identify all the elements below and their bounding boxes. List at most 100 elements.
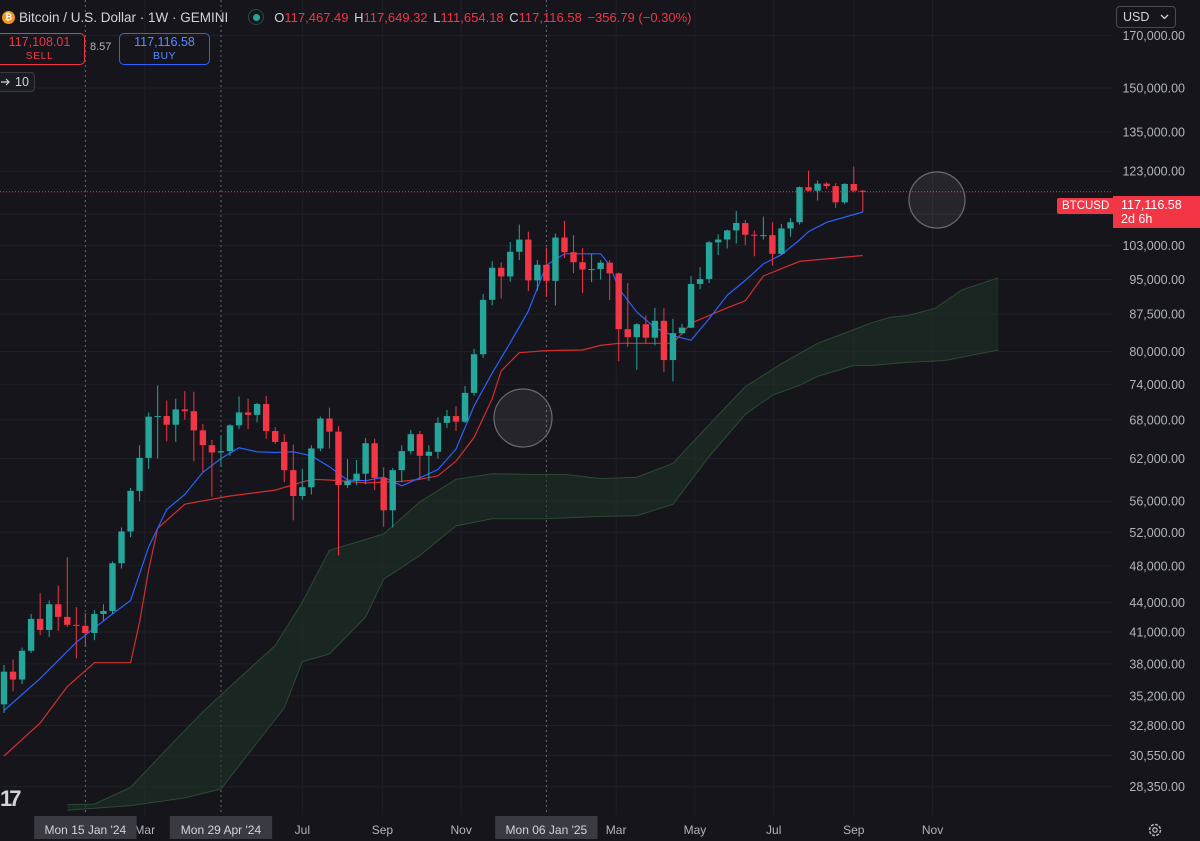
y-tick-label: 30,550.00 [1129, 749, 1185, 763]
quantity-value: 10 [15, 75, 29, 89]
candle [696, 267, 704, 290]
tradingview-logo[interactable]: 17 [0, 786, 22, 811]
candle-body [425, 451, 433, 456]
candle [326, 407, 333, 449]
currency-select[interactable]: USD [1116, 6, 1176, 28]
candle [787, 218, 794, 237]
candle-body [742, 223, 749, 235]
candle [100, 604, 107, 621]
candle-body [55, 604, 62, 617]
candle [36, 592, 44, 636]
candle-body [100, 611, 107, 614]
candle-body [660, 320, 668, 361]
candle [127, 487, 134, 538]
candle-body [705, 242, 713, 280]
candle-body [154, 416, 161, 418]
candle-body [561, 237, 568, 253]
x-tick-label: Sep [843, 823, 865, 837]
candle-body [208, 445, 216, 453]
indicator-lines [3, 211, 863, 757]
gear-icon[interactable] [1146, 821, 1164, 839]
candle-body [823, 183, 830, 187]
candle [624, 283, 631, 347]
candle-body [787, 222, 794, 229]
candle [281, 434, 288, 483]
sell-button[interactable]: 117,108.01 SELL [0, 33, 85, 65]
candle-body [46, 604, 53, 630]
arrow-right-icon [1, 78, 10, 86]
candle-body [145, 416, 152, 458]
candle [841, 183, 848, 205]
candle [154, 385, 161, 459]
candle-body [724, 230, 731, 240]
candle [850, 166, 857, 193]
candle-body [0, 671, 8, 705]
candle-body [244, 412, 252, 415]
candle [344, 459, 351, 488]
candle-body [687, 283, 695, 328]
candle-body [516, 239, 523, 252]
candle-body [235, 412, 243, 426]
y-tick-label: 62,000.00 [1129, 452, 1185, 466]
candle-body [326, 418, 333, 432]
candle-body [389, 470, 396, 511]
x-highlight-bg [169, 816, 273, 839]
candle-body [407, 434, 414, 452]
candle [308, 445, 315, 495]
candle [335, 425, 342, 556]
candle [199, 424, 207, 473]
x-tick-label: Nov [450, 823, 471, 837]
candle [660, 308, 668, 373]
ohlc-readout: O117,467.49 H117,649.32 L111,654.18 C117… [274, 9, 692, 25]
candle [425, 445, 433, 481]
sell-price: 117,108.01 [8, 35, 71, 49]
candle [760, 216, 767, 240]
tenkan-line [3, 211, 863, 711]
x-highlight-bg [495, 816, 598, 839]
candle-body [642, 324, 650, 338]
candle-body [163, 416, 170, 425]
x-tick-label: Nov [922, 823, 943, 837]
symbol-title[interactable]: Bitcoin / U.S. Dollar · 1W · GEMINI [19, 9, 229, 25]
candle-body [290, 470, 297, 496]
chevron-down-icon [1160, 14, 1169, 20]
candle-body [461, 392, 469, 422]
candle [262, 395, 270, 439]
candle-body [543, 264, 550, 281]
last-price-label: 117,116.58 2d 6h [1113, 196, 1200, 228]
candle [796, 186, 803, 225]
x-tick-label: Mar [606, 823, 627, 837]
candle [118, 527, 125, 569]
candle [461, 386, 469, 423]
candle [525, 231, 532, 292]
candle [543, 247, 550, 297]
candle-body [127, 490, 134, 532]
candle [651, 307, 659, 346]
candle-body [778, 228, 785, 254]
candle-body [678, 327, 686, 334]
quantity-stepper[interactable]: 10 [0, 72, 35, 92]
candle-body [109, 563, 116, 612]
time-axis: NovMarJulSepNovMarMayJulSepNovMon 15 Jan… [0, 815, 1200, 841]
candle [55, 585, 62, 631]
candle [769, 222, 776, 266]
candle-body [416, 434, 424, 456]
symbol-label: BTCUSD [1057, 198, 1115, 214]
candle [253, 402, 261, 423]
candle [290, 444, 297, 521]
x-tick-label: Jul [295, 823, 310, 837]
candle [669, 318, 677, 382]
candle [678, 323, 686, 335]
candle [733, 210, 740, 244]
candle-body [335, 431, 342, 486]
buy-button[interactable]: 117,116.58 BUY [119, 33, 210, 65]
candle [407, 429, 414, 455]
y-tick-label: 135,000.00 [1122, 126, 1185, 140]
sell-label: SELL [25, 50, 54, 62]
candle [516, 224, 523, 261]
candle [299, 468, 306, 500]
annotation-circle [908, 171, 966, 229]
candle [272, 427, 279, 444]
